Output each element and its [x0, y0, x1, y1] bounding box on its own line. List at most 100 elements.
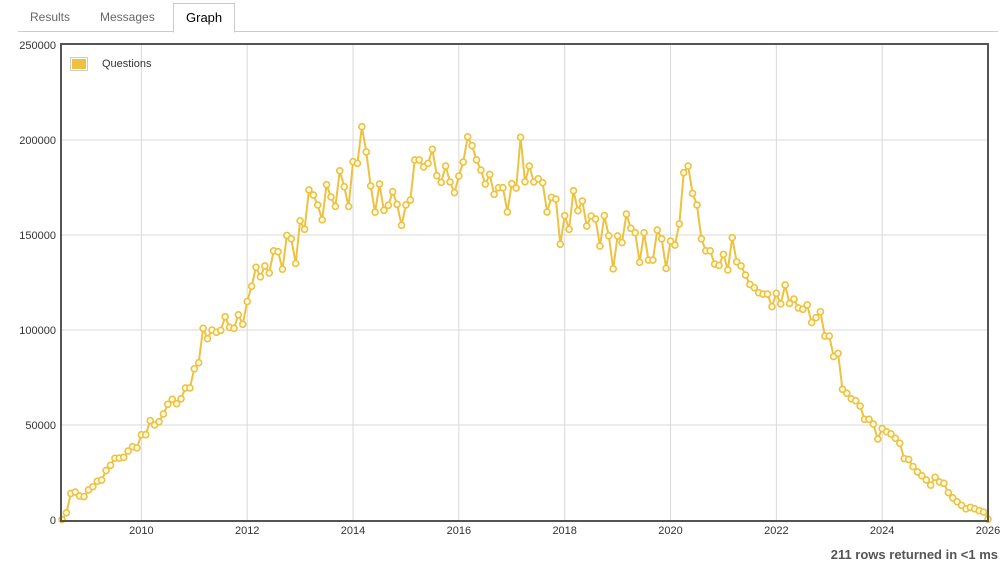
data-point [666, 237, 675, 245]
data-point [278, 265, 287, 274]
data-point [798, 305, 807, 314]
data-point [358, 122, 366, 131]
data-point [393, 200, 401, 209]
legend-swatch-questions [70, 57, 88, 71]
y-tick-label: 200000 [19, 135, 56, 147]
data-point [609, 265, 617, 273]
tab-results[interactable]: Results [30, 10, 71, 24]
data-point [697, 235, 706, 243]
data-point [344, 202, 353, 211]
data-point [772, 289, 781, 298]
data-point [194, 358, 203, 367]
data-point [891, 434, 900, 443]
data-point [940, 479, 948, 488]
data-point [424, 159, 432, 168]
data-point [463, 132, 472, 141]
data-point [322, 180, 331, 189]
data-point [455, 172, 463, 180]
data-point [375, 180, 384, 188]
grid [62, 45, 988, 520]
data-point [613, 232, 622, 240]
data-point [785, 299, 794, 308]
data-point [133, 444, 141, 452]
data-point [172, 399, 181, 408]
data-point [512, 184, 520, 192]
tab-messages[interactable]: Messages [100, 10, 155, 24]
data-point [631, 228, 640, 237]
data-point [256, 272, 265, 281]
data-point [944, 488, 953, 497]
x-tick-label: 2026 [976, 525, 1000, 537]
data-point [490, 190, 498, 199]
data-point [437, 178, 446, 187]
data-point [397, 221, 406, 230]
data-point [459, 158, 468, 166]
data-point [516, 133, 525, 142]
data-point [406, 196, 415, 204]
x-tick-label: 2014 [341, 525, 365, 537]
data-point [569, 186, 578, 195]
data-point [776, 300, 785, 308]
data-point [732, 257, 741, 266]
data-point [790, 295, 798, 303]
data-point [433, 171, 441, 180]
tab-graph[interactable]: Graph [173, 3, 236, 33]
data-point [657, 235, 666, 243]
data-point [252, 263, 260, 272]
data-point [825, 332, 834, 340]
data-point [653, 226, 662, 234]
legend-label-questions: Questions [102, 58, 152, 70]
data-point [124, 447, 132, 455]
data-point [230, 324, 238, 333]
data-point [468, 141, 476, 150]
data-point [402, 201, 410, 209]
data-point [931, 473, 939, 482]
data-point [384, 201, 393, 210]
data-point [693, 201, 701, 209]
data-point [635, 258, 644, 267]
data-point [485, 170, 494, 179]
data-point [948, 493, 957, 502]
data-point [287, 235, 296, 243]
data-point [503, 208, 512, 216]
data-point [534, 174, 543, 183]
data-point [604, 231, 613, 240]
data-point [89, 482, 97, 491]
y-tick-label: 50000 [25, 420, 56, 432]
data-point [834, 349, 842, 358]
data-point [265, 269, 274, 277]
data-point [71, 488, 80, 496]
data-point [300, 225, 309, 234]
plot-frame [60, 43, 989, 522]
data-point [728, 233, 737, 242]
data-point [565, 225, 573, 234]
data-point [190, 364, 199, 373]
data-point [415, 156, 423, 164]
y-tick-label: 0 [50, 515, 56, 527]
y-tick-label: 250000 [19, 40, 56, 52]
x-tick-label: 2018 [552, 525, 576, 537]
data-point [719, 250, 728, 259]
data-point [600, 211, 609, 220]
data-point [816, 307, 825, 316]
data-point [146, 416, 154, 425]
data-point [724, 266, 732, 274]
data-point [750, 283, 759, 292]
data-point [141, 430, 150, 439]
data-point [261, 262, 269, 270]
data-point [979, 508, 988, 516]
data-point [274, 247, 282, 256]
data-point [97, 476, 106, 484]
data-point [446, 178, 454, 186]
x-axis-labels: 2010 2012 2014 2016 2018 2020 2022 2024 2026 [129, 525, 1000, 537]
data-point [679, 168, 688, 177]
data-point [918, 471, 926, 480]
data-point [596, 242, 604, 250]
data-point [80, 492, 88, 501]
data-point [543, 208, 551, 216]
data-point [388, 187, 397, 196]
data-point [574, 206, 582, 215]
data-point [640, 228, 648, 237]
data-point [538, 178, 547, 187]
data-point [119, 453, 128, 462]
